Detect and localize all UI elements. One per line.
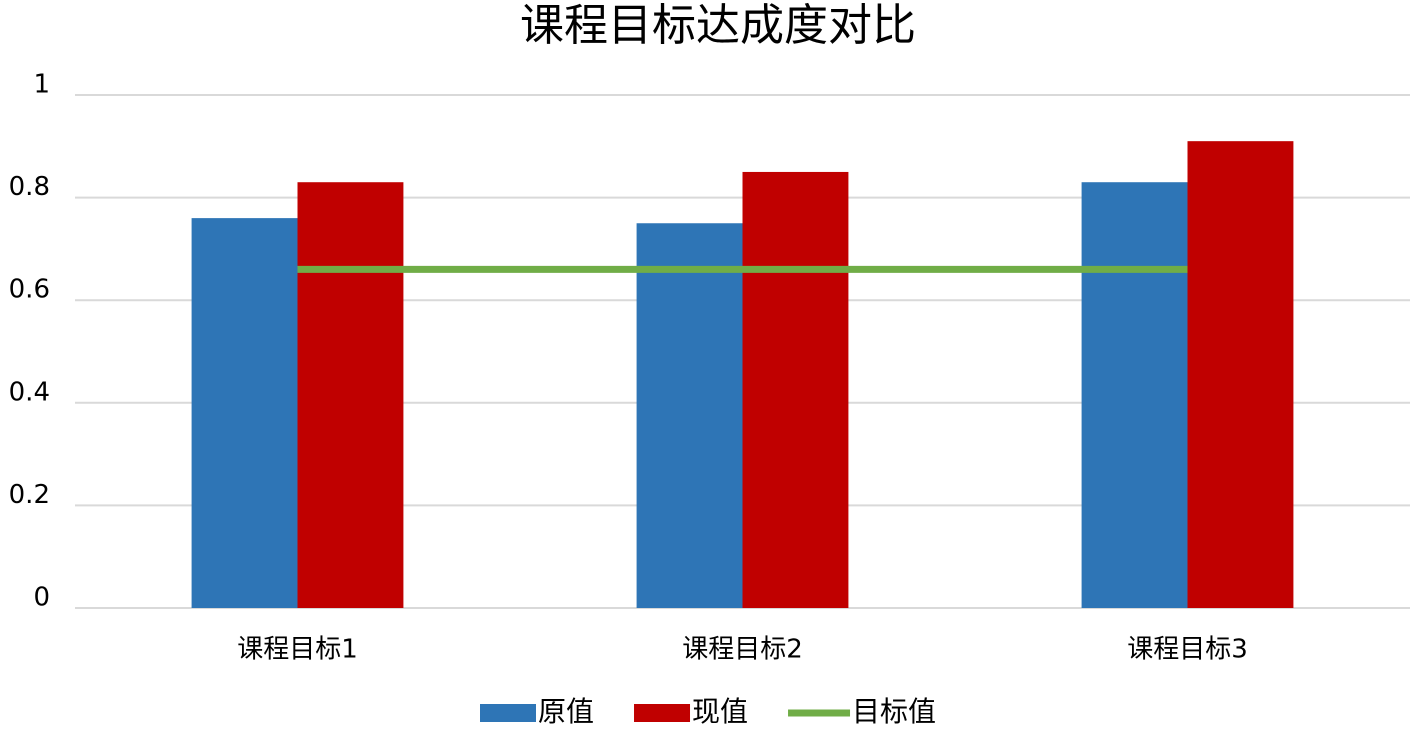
x-tick-label: 课程目标3: [1127, 635, 1248, 665]
legend-label: 现值: [692, 695, 748, 728]
y-tick-label: 0.2: [9, 480, 50, 510]
y-tick-label: 0.8: [9, 172, 50, 202]
bar: [1081, 182, 1188, 608]
chart-title: 课程目标达成度对比: [520, 0, 916, 51]
y-tick-label: 0.4: [9, 377, 50, 407]
legend-label: 原值: [538, 695, 594, 728]
bar: [742, 171, 849, 608]
legend-swatch: [480, 704, 536, 722]
y-tick-label: 0.6: [9, 275, 50, 305]
y-tick-label: 0: [33, 583, 50, 613]
x-tick-label: 课程目标2: [682, 635, 803, 665]
bar: [191, 218, 298, 608]
legend-label: 目标值: [852, 695, 936, 728]
legend-swatch: [634, 704, 691, 722]
bar: [636, 223, 743, 608]
x-tick-label: 课程目标1: [237, 635, 358, 665]
bar: [297, 182, 404, 608]
bar: [1187, 141, 1294, 609]
y-tick-label: 1: [33, 70, 50, 100]
